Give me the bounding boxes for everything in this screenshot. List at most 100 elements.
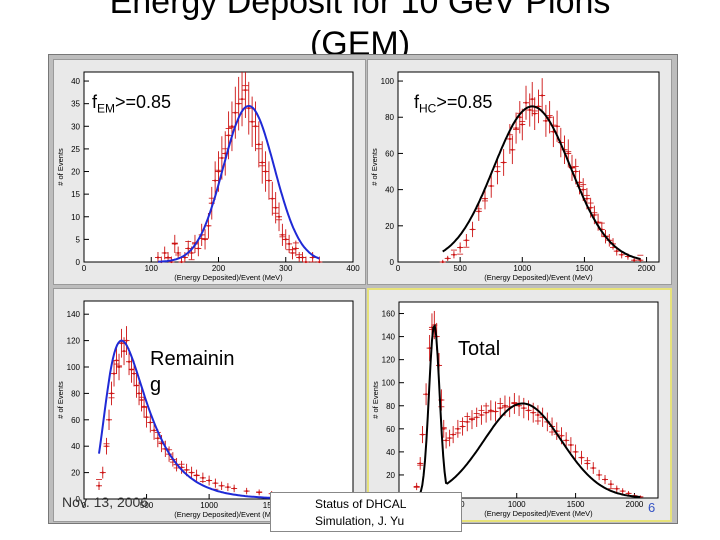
point-marker: [511, 148, 514, 151]
y-tick-label: 120: [382, 356, 396, 365]
x-tick-label: 1000: [508, 500, 526, 509]
point-marker: [598, 473, 601, 477]
y-tick-label: 80: [386, 402, 395, 411]
y-tick-label: 30: [71, 122, 80, 131]
x-axis-label: (Energy Deposited)/Event (MeV): [174, 273, 283, 282]
data-point: [175, 246, 182, 260]
fit-curve: [158, 104, 320, 263]
point-marker: [237, 102, 240, 105]
data-point: [487, 400, 494, 421]
data-point: [243, 487, 250, 495]
point-marker: [444, 439, 448, 442]
point-marker: [201, 476, 204, 479]
point-marker: [466, 420, 469, 424]
data-point: [584, 457, 591, 470]
point-marker: [145, 416, 148, 419]
point-marker: [208, 479, 211, 482]
point-marker: [633, 259, 636, 262]
point-marker: [603, 478, 607, 481]
data-point: [494, 158, 501, 185]
point-marker: [97, 484, 101, 487]
point-marker: [569, 443, 572, 447]
point-marker: [452, 433, 455, 436]
point-marker: [149, 421, 152, 424]
fit-curve: [442, 105, 641, 260]
point-marker: [245, 489, 248, 493]
data-point: [171, 234, 178, 253]
y-tick-label: 40: [71, 442, 80, 451]
x-tick-label: 1500: [567, 500, 585, 509]
chart-svg: 0204060801001201401600500100015002000(En…: [371, 301, 659, 518]
label-fhc: fHC>=0.85: [414, 92, 493, 116]
point-marker: [477, 210, 480, 213]
point-marker: [115, 359, 118, 362]
data-point: [195, 240, 202, 257]
y-tick-label: 40: [71, 77, 80, 86]
point-marker: [110, 392, 113, 395]
point-marker: [227, 134, 230, 137]
point-marker: [271, 197, 274, 200]
data-point: [262, 151, 269, 192]
chart-svg: 0204060801001201400500100015002000(Energ…: [56, 300, 354, 519]
point-marker: [220, 156, 223, 160]
y-tick-label: 35: [71, 100, 80, 109]
data-point: [443, 432, 450, 449]
y-tick-label: 60: [386, 425, 395, 434]
point-marker: [274, 206, 277, 209]
y-tick-label: 25: [71, 145, 80, 154]
chart-panel-fhc: 0 20 40 60 80 100 0 500 1000 1500 2000 (Energy Depo…: [367, 59, 672, 285]
point-marker: [560, 434, 563, 437]
point-marker: [494, 410, 497, 413]
y-tick-label: 100: [67, 363, 81, 372]
y-tick-label: 0: [76, 258, 81, 267]
data-point: [468, 410, 475, 430]
point-marker: [117, 365, 121, 369]
data-point: [239, 72, 246, 127]
data-point: [276, 202, 283, 232]
point-marker: [125, 339, 128, 342]
point-marker: [586, 462, 589, 465]
point-marker: [140, 398, 143, 402]
x-axis-label: (Energy Deposited)/Event (MeV): [484, 273, 593, 282]
point-marker: [574, 450, 577, 453]
y-tick-label: 0: [390, 258, 395, 267]
point-marker: [277, 215, 281, 218]
data-point: [454, 419, 461, 438]
point-marker: [446, 257, 449, 260]
point-marker: [452, 253, 456, 256]
data-point: [478, 405, 485, 425]
point-marker: [578, 181, 581, 184]
data-point: [188, 466, 195, 479]
data-point: [123, 326, 130, 356]
data-point: [279, 223, 286, 246]
y-tick-label: 20: [71, 168, 80, 177]
y-tick-label: 120: [67, 337, 81, 346]
point-marker: [419, 462, 422, 465]
data-point: [444, 255, 451, 261]
y-tick-label: 80: [71, 389, 80, 398]
data-point: [511, 393, 518, 414]
point-marker: [224, 152, 227, 155]
point-marker: [183, 256, 186, 259]
fit-curve: [416, 323, 641, 499]
point-marker: [541, 94, 544, 97]
data-point: [439, 259, 446, 264]
data-point: [607, 480, 614, 489]
x-tick-label: 2000: [626, 500, 644, 509]
y-tick-label: 140: [67, 310, 81, 319]
data-point: [111, 360, 118, 387]
point-marker: [555, 125, 559, 128]
point-marker: [107, 418, 111, 421]
data-point: [519, 108, 526, 141]
point-marker: [214, 482, 217, 485]
point-marker: [428, 347, 431, 350]
y-tick-label: 20: [386, 471, 395, 480]
point-marker: [536, 413, 540, 417]
y-tick-label: 140: [382, 333, 396, 342]
point-marker: [220, 484, 223, 487]
data-point: [509, 135, 516, 165]
data-point: [231, 484, 238, 493]
point-marker: [187, 247, 190, 250]
point-marker: [609, 483, 613, 486]
y-axis-label: # of Events: [56, 148, 65, 186]
